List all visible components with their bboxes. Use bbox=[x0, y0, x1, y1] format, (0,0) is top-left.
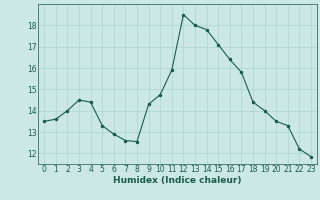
X-axis label: Humidex (Indice chaleur): Humidex (Indice chaleur) bbox=[113, 176, 242, 185]
